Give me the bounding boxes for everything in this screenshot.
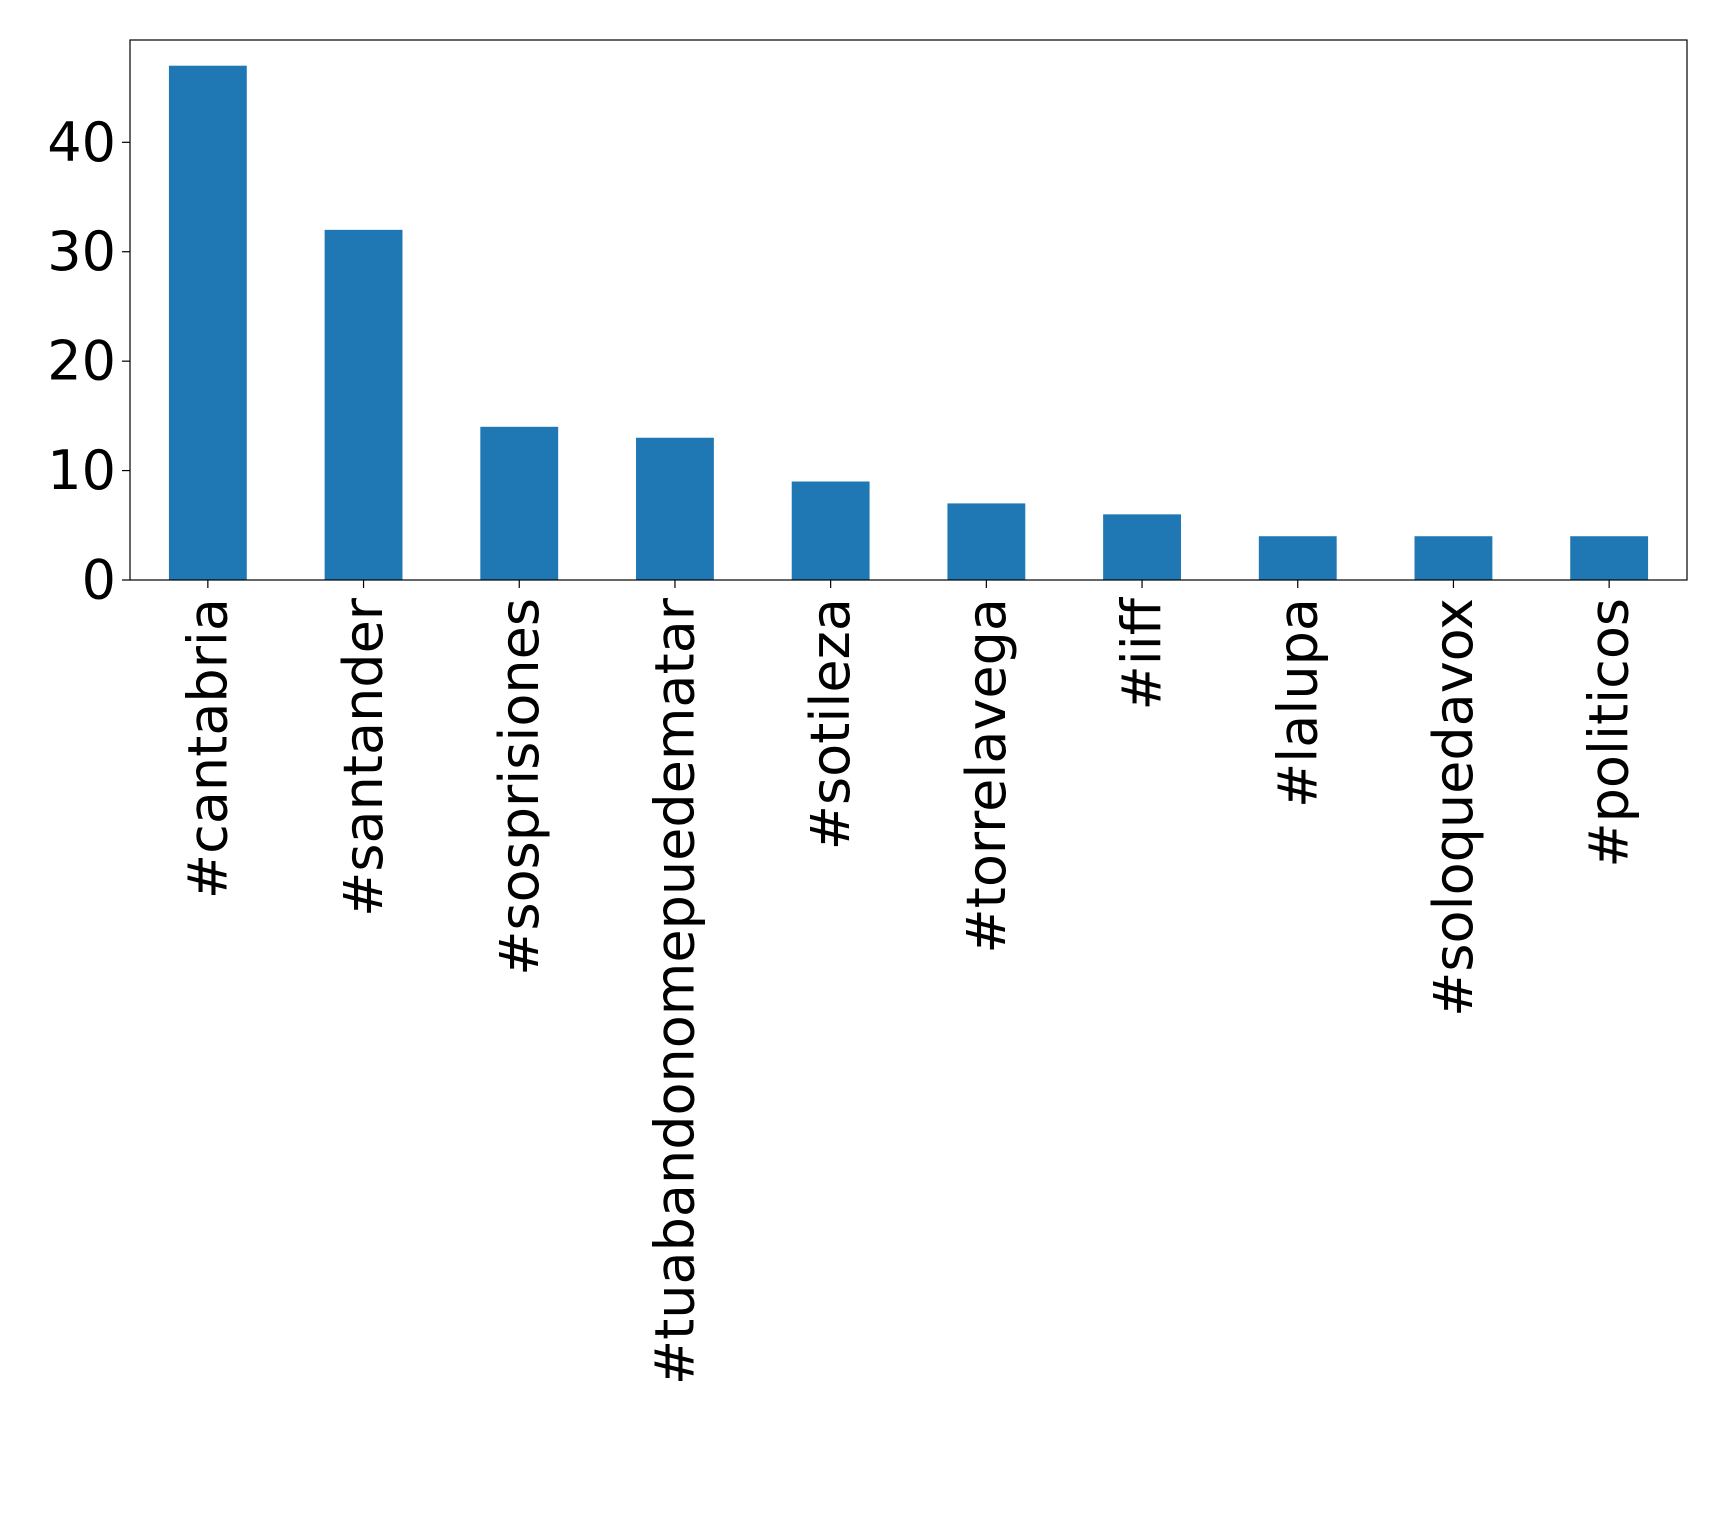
bar <box>947 503 1026 580</box>
x-tick-label: #lalupa <box>1266 598 1329 808</box>
y-tick-label: 10 <box>47 439 116 502</box>
y-tick-label: 0 <box>82 549 116 612</box>
x-tick-label: #santander <box>332 597 395 917</box>
x-tick-label: #cantabria <box>176 598 239 899</box>
bar <box>168 65 247 580</box>
y-tick-label: 30 <box>47 220 116 283</box>
x-tick-label: #tuabandonomepuedematar <box>643 597 706 1385</box>
y-axis: 0 10 20 30 40 <box>47 111 130 612</box>
x-tick-label: #torrelavega <box>955 598 1018 954</box>
bars-group <box>168 65 1649 580</box>
bar <box>480 426 559 580</box>
x-tick-label: #soloquedavox <box>1422 598 1485 1017</box>
y-tick-label: 40 <box>47 111 116 174</box>
bar <box>636 437 714 580</box>
bar <box>791 481 870 580</box>
y-tick-label: 20 <box>47 330 116 393</box>
x-tick-label: #politicos <box>1578 598 1641 868</box>
x-tick-label: #sotileza <box>799 598 862 850</box>
bar <box>1258 536 1337 580</box>
plot-frame <box>129 39 1688 581</box>
x-axis: #cantabria #santander #sosprisiones #tuaban… <box>176 580 1641 1385</box>
bar <box>1103 514 1181 580</box>
bar <box>1570 536 1649 580</box>
bar <box>1414 536 1493 580</box>
bar <box>324 229 403 580</box>
x-tick-label: #sosprisiones <box>488 598 551 976</box>
x-tick-label: #iiff <box>1111 596 1174 710</box>
